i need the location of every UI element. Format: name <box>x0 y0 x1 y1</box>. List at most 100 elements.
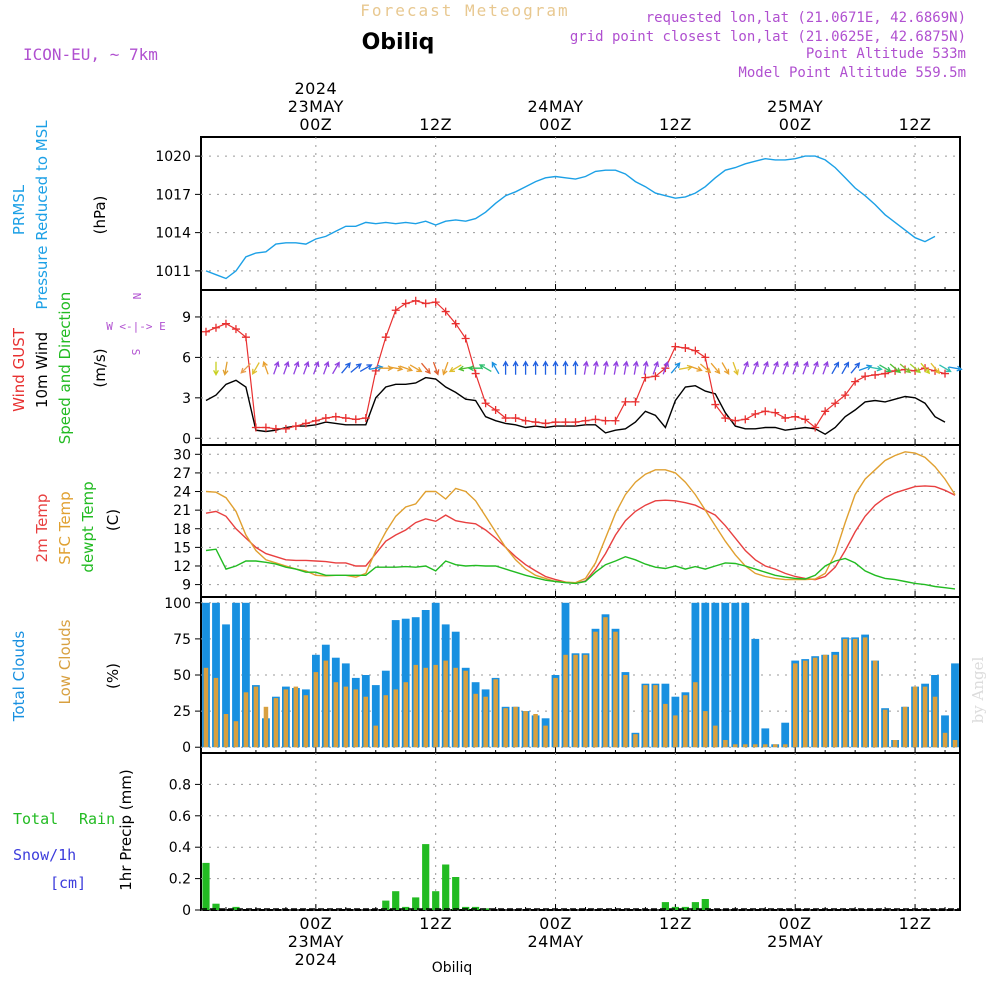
wind-gust-point <box>531 418 540 427</box>
wind-direction-arrow <box>732 361 739 376</box>
temperature-ytick-label: 15 <box>173 540 191 556</box>
low-cloud-bar <box>493 679 498 748</box>
station-name: Obiliq <box>362 30 435 55</box>
cloud-label-low: Low Clouds <box>56 619 74 704</box>
wind-gust-point <box>251 423 260 432</box>
wind-gust-point <box>591 415 600 424</box>
top-time-label: 25MAY <box>767 97 823 116</box>
rain-bar <box>691 902 699 910</box>
wind-direction-arrow <box>512 360 519 375</box>
low-cloud-bar <box>363 696 368 748</box>
wind-gust-point <box>521 416 530 425</box>
top-time-label: 2024 <box>294 79 337 98</box>
pressure-panel-frame <box>200 136 961 291</box>
low-cloud-bar <box>303 695 309 748</box>
wind-direction-arrow <box>502 360 509 375</box>
wind-gust-point <box>271 424 280 433</box>
wind-direction-arrow <box>721 362 730 375</box>
wind-gust-point <box>641 373 650 382</box>
wind-direction-arrow <box>909 363 922 374</box>
top-time-label: 23MAY <box>288 97 344 116</box>
wind-direction-arrow <box>939 364 952 373</box>
wind-direction-arrow <box>792 360 799 375</box>
temperature-ytick-label: 21 <box>173 503 191 519</box>
precip-ytick-label: 0 <box>182 903 191 919</box>
rain-bar <box>412 897 420 910</box>
cloud-label-unit: (%) <box>104 663 122 689</box>
low-cloud-bar <box>713 725 718 748</box>
rain-bar <box>422 844 430 910</box>
wind-gust-point <box>241 333 250 342</box>
chart-title: Forecast Meteogram <box>360 1 569 20</box>
low-cloud-bar <box>283 689 289 748</box>
bottom-time-label: 24MAY <box>527 932 583 951</box>
low-cloud-bar <box>353 689 358 748</box>
low-cloud-bar <box>213 677 219 748</box>
precip-label-rain: Rain <box>79 810 115 828</box>
wind-gust-point <box>291 422 300 431</box>
wind-ytick-label: 9 <box>182 310 191 326</box>
low-cloud-bar <box>703 711 708 748</box>
top-time-label: 24MAY <box>527 97 583 116</box>
wind-direction-arrow <box>688 365 703 372</box>
total-cloud-bar <box>212 602 220 748</box>
wind-direction-arrow <box>772 360 779 375</box>
top-time-label: 12Z <box>899 115 932 134</box>
wind-direction-arrow <box>389 365 404 372</box>
wind-label-gust: Wind GUST <box>10 327 28 412</box>
wind-direction-arrow <box>742 360 749 375</box>
bottom-time-label: 2024 <box>294 950 337 969</box>
wind-ytick-label: 6 <box>182 350 191 366</box>
wind-direction-arrow <box>782 360 789 375</box>
low-cloud-bar <box>753 744 758 748</box>
pressure-ytick-label: 1011 <box>155 264 191 280</box>
wind-direction-arrow <box>899 363 912 374</box>
labels: Forecast Meteogram Obiliq ICON-EU, ~ 7km… <box>10 1 987 976</box>
bottom-time-label: 12Z <box>899 914 932 933</box>
wind-gust-point <box>461 334 470 343</box>
low-cloud-bar <box>503 708 508 748</box>
low-cloud-bar <box>343 686 349 748</box>
pressure-label-unit: (hPa) <box>91 196 109 235</box>
wind-gust-point <box>401 299 410 308</box>
wind-direction-arrow <box>432 361 440 376</box>
low-cloud-bar <box>872 660 878 748</box>
pressure-label-prmsl: PRMSL <box>10 184 28 235</box>
top-time-label: 00Z <box>779 115 812 134</box>
wind-gust-point <box>511 414 520 423</box>
wind-direction-arrow <box>622 360 629 375</box>
wind-direction-arrow <box>752 360 759 375</box>
low-cloud-bar <box>683 695 688 748</box>
low-cloud-bar <box>912 686 918 748</box>
wind-gust-point <box>301 419 310 428</box>
wind-direction-arrow <box>850 362 861 374</box>
cloud-label-total: Total Clouds <box>10 631 28 723</box>
wind-gust-point <box>741 415 750 424</box>
low-cloud-bar <box>413 664 418 748</box>
wind-direction-arrow <box>350 363 362 373</box>
wind-gust-point <box>771 408 780 417</box>
compass-we: W <-|-> E <box>106 320 166 333</box>
low-cloud-bar <box>263 706 269 748</box>
wind-direction-arrow <box>562 360 569 375</box>
rain-bar <box>442 864 450 910</box>
temp-dewpt-line <box>205 548 956 590</box>
wind-direction-arrow <box>879 364 892 373</box>
rain-bar <box>432 891 440 910</box>
bottom-time-label: 00Z <box>779 914 812 933</box>
wind-direction-arrow <box>399 365 414 372</box>
wind-gust-point <box>811 423 820 432</box>
wind-direction-arrow <box>699 363 712 374</box>
temp-label-unit: (C) <box>104 509 122 531</box>
low-cloud-bar <box>233 721 239 748</box>
wind-gust-point <box>761 407 770 416</box>
temp-2m-line <box>205 485 956 585</box>
low-cloud-bar <box>932 696 938 748</box>
wind-direction-arrow <box>379 365 394 372</box>
low-cloud-bar <box>862 637 868 748</box>
low-cloud-bar <box>803 660 808 748</box>
wind-ytick-label: 3 <box>182 391 191 407</box>
wind-gust-point <box>701 353 710 362</box>
wind-direction-arrow <box>262 360 269 375</box>
wind-direction-arrow <box>213 361 219 377</box>
